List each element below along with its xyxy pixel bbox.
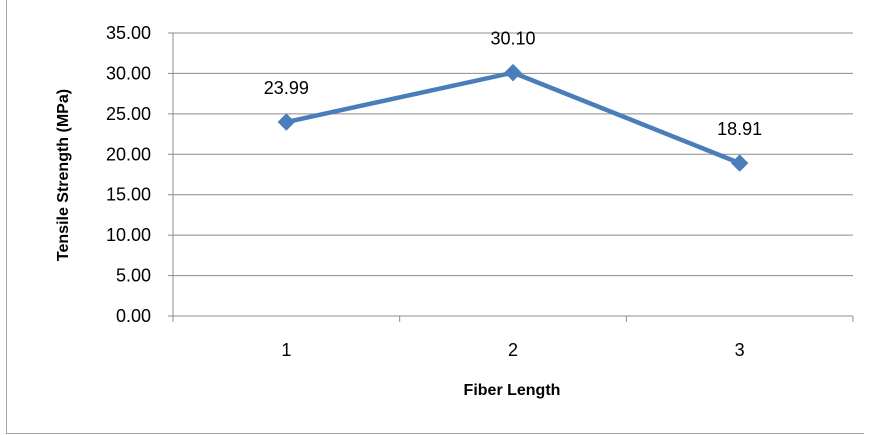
y-tick-label: 5.00: [116, 266, 151, 286]
data-point-marker: [277, 113, 296, 131]
x-axis-title: Fiber Length: [464, 382, 561, 399]
y-tick-label: 0.00: [116, 306, 151, 326]
axes: [168, 32, 854, 322]
data-markers: [277, 63, 749, 172]
data-label: 30.10: [490, 29, 535, 49]
y-tick-label: 10.00: [106, 225, 151, 245]
y-tick-label: 25.00: [106, 104, 151, 124]
data-point-marker: [504, 63, 522, 82]
x-tick-label: 1: [281, 340, 291, 360]
series-line: [284, 70, 742, 166]
y-tick-labels: 0.00 5.00 10.00 15.00 20.00 25.00 30.00 35.00: [106, 23, 151, 326]
data-label: 18.91: [717, 119, 762, 139]
y-tick-label: 30.00: [106, 63, 151, 83]
y-tick-label: 20.00: [106, 144, 151, 164]
data-point-marker: [730, 154, 749, 172]
x-tick-label: 3: [735, 340, 745, 360]
data-label: 23.99: [264, 78, 309, 98]
x-tick-label: 2: [508, 340, 518, 360]
y-axis-title: Tensile Strength (MPa): [55, 89, 72, 261]
data-labels: 23.99 30.10 18.91: [264, 29, 762, 139]
y-tick-label: 15.00: [106, 185, 151, 205]
x-tick-labels: 1 2 3: [281, 340, 744, 360]
chart-frame: [6, 0, 864, 434]
y-tick-label: 35.00: [106, 23, 151, 43]
series-line-group: [284, 70, 742, 166]
